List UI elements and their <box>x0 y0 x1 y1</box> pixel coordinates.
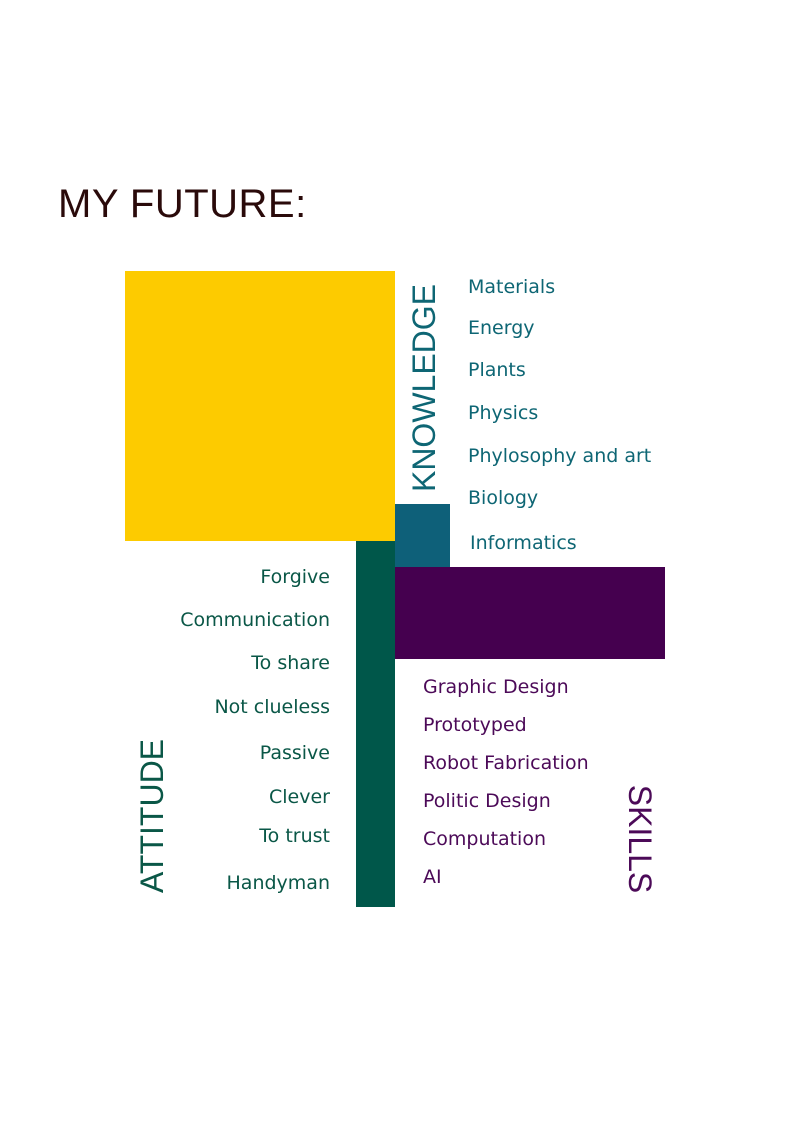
attitude-item: Passive <box>259 742 330 764</box>
knowledge-item: Biology <box>468 487 539 509</box>
knowledge-item: Phylosophy and art <box>468 445 652 467</box>
knowledge-item: Materials <box>468 276 556 298</box>
attitude-item: Forgive <box>260 566 330 588</box>
skills-item: Computation <box>423 828 546 850</box>
knowledge-item: Plants <box>468 359 526 381</box>
teal-square <box>395 504 450 567</box>
knowledge-label: KNOWLEDGE <box>406 283 442 493</box>
attitude-item: To share <box>251 652 330 674</box>
attitude-item: Not clueless <box>214 696 330 718</box>
knowledge-item: Physics <box>468 402 539 424</box>
skills-item: Politic Design <box>423 790 551 812</box>
purple-bar <box>395 567 665 659</box>
attitude-item: To trust <box>259 825 330 847</box>
skills-item: Prototyped <box>423 714 527 736</box>
attitude-label: ATTITUDE <box>134 738 170 894</box>
knowledge-item: Energy <box>468 317 535 339</box>
attitude-item: Clever <box>269 786 330 808</box>
skills-item: Graphic Design <box>423 676 569 698</box>
green-bar <box>356 541 395 907</box>
page-title: MY FUTURE: <box>58 182 307 226</box>
attitude-item: Handyman <box>226 872 330 894</box>
yellow-square <box>125 271 395 541</box>
skills-item: AI <box>423 866 442 888</box>
skills-label: SKILLS <box>622 784 658 894</box>
skills-item: Robot Fabrication <box>423 752 589 774</box>
attitude-item: Communication <box>180 609 330 631</box>
knowledge-item: Informatics <box>470 532 577 554</box>
